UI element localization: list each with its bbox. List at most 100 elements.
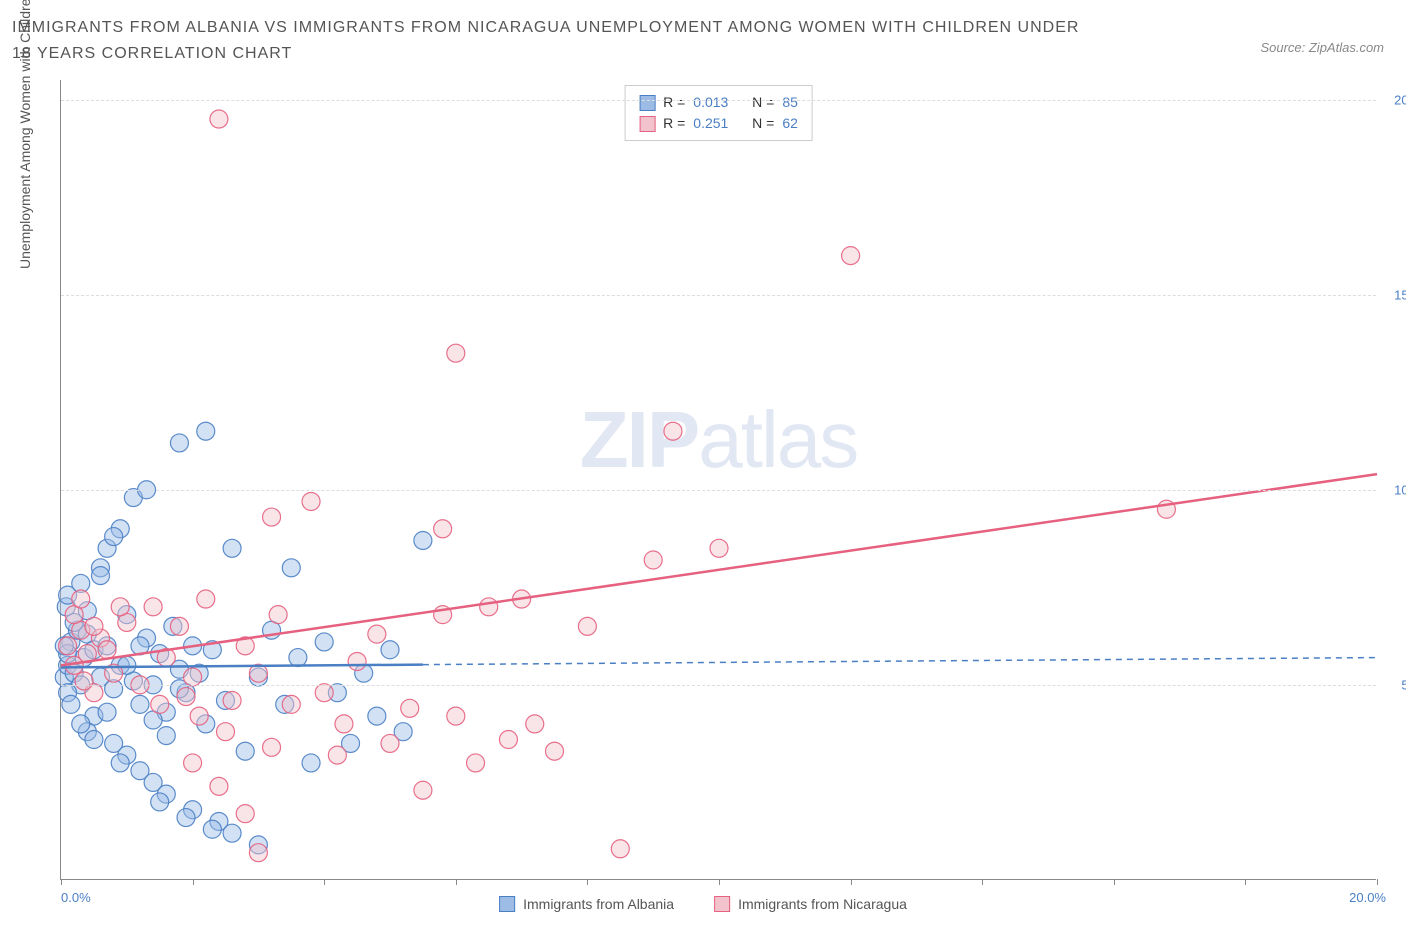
data-point (223, 539, 241, 557)
data-point (223, 691, 241, 709)
y-axis-label: Unemployment Among Women with Children U… (17, 0, 33, 269)
data-point (368, 707, 386, 725)
data-point (197, 590, 215, 608)
data-point (170, 434, 188, 452)
legend-swatch (714, 896, 730, 912)
data-point (223, 824, 241, 842)
x-tick (1377, 879, 1378, 885)
trend-line-dashed (423, 658, 1377, 665)
legend-stat-row: R =0.251 N =62 (639, 113, 798, 134)
data-point (644, 551, 662, 569)
data-point (315, 684, 333, 702)
data-point (467, 754, 485, 772)
data-point (546, 742, 564, 760)
data-point (105, 528, 123, 546)
y-tick-label: 10.0% (1394, 482, 1406, 497)
data-point (269, 606, 287, 624)
legend-stat-row: R = 0.013 N = 85 (639, 92, 798, 113)
data-point (203, 820, 221, 838)
data-point (447, 707, 465, 725)
data-point (710, 539, 728, 557)
data-point (236, 742, 254, 760)
y-tick-label: 15.0% (1394, 287, 1406, 302)
data-point (177, 809, 195, 827)
data-point (236, 805, 254, 823)
data-point (249, 844, 267, 862)
legend-swatch (639, 95, 655, 111)
data-point (98, 703, 116, 721)
legend-series-label: Immigrants from Nicaragua (738, 896, 907, 912)
data-point (302, 754, 320, 772)
gridline (61, 295, 1376, 296)
data-point (190, 707, 208, 725)
stat-n-label: N = (752, 92, 774, 113)
data-point (664, 422, 682, 440)
x-tick (456, 879, 457, 885)
data-point (177, 688, 195, 706)
stat-r-value: 0.013 (693, 92, 728, 113)
x-tick (324, 879, 325, 885)
data-point (98, 641, 116, 659)
data-point (282, 695, 300, 713)
data-point (263, 508, 281, 526)
x-tick (1114, 879, 1115, 885)
data-point (210, 110, 228, 128)
y-tick-label: 20.0% (1394, 92, 1406, 107)
gridline (61, 490, 1376, 491)
data-point (75, 672, 93, 690)
data-point (197, 422, 215, 440)
data-point (315, 633, 333, 651)
y-tick-label: 5.0% (1401, 677, 1406, 692)
legend-stats: R =0.013 N =85R =0.251 N =62 (624, 85, 813, 141)
x-tick-label-max: 20.0% (1349, 890, 1386, 905)
data-point (85, 617, 103, 635)
x-tick (61, 879, 62, 885)
stat-r-value: 0.251 (693, 113, 728, 134)
data-point (62, 695, 80, 713)
x-tick (719, 879, 720, 885)
data-point (72, 715, 90, 733)
data-point (157, 727, 175, 745)
data-point (434, 520, 452, 538)
scatter-plot (61, 80, 1376, 879)
data-point (348, 652, 366, 670)
data-point (526, 715, 544, 733)
stat-r-label: R = (663, 113, 685, 134)
legend-series-item: Immigrants from Nicaragua (714, 896, 907, 912)
data-point (328, 746, 346, 764)
data-point (381, 734, 399, 752)
data-point (611, 840, 629, 858)
data-point (381, 641, 399, 659)
data-point (151, 695, 169, 713)
data-point (499, 731, 517, 749)
data-point (184, 754, 202, 772)
data-point (302, 492, 320, 510)
stat-n-value: 85 (782, 92, 798, 113)
legend-series-label: Immigrants from Albania (523, 896, 674, 912)
data-point (368, 625, 386, 643)
data-point (111, 754, 129, 772)
data-point (184, 668, 202, 686)
data-point (144, 598, 162, 616)
legend-swatch (639, 116, 655, 132)
data-point (578, 617, 596, 635)
legend-swatch (499, 896, 515, 912)
data-point (447, 344, 465, 362)
data-point (414, 531, 432, 549)
gridline (61, 685, 1376, 686)
x-tick-label-min: 0.0% (61, 890, 91, 905)
trend-line (61, 474, 1377, 665)
stat-r-label: R = (663, 92, 685, 113)
data-point (842, 247, 860, 265)
data-point (414, 781, 432, 799)
data-point (289, 649, 307, 667)
source-label: Source: ZipAtlas.com (1260, 40, 1384, 55)
x-tick (851, 879, 852, 885)
legend-series: Immigrants from Albania Immigrants from N… (499, 896, 907, 912)
data-point (59, 637, 77, 655)
data-point (91, 567, 109, 585)
stat-n-label: N = (752, 113, 774, 134)
x-tick (982, 879, 983, 885)
x-tick (1245, 879, 1246, 885)
data-point (72, 590, 90, 608)
